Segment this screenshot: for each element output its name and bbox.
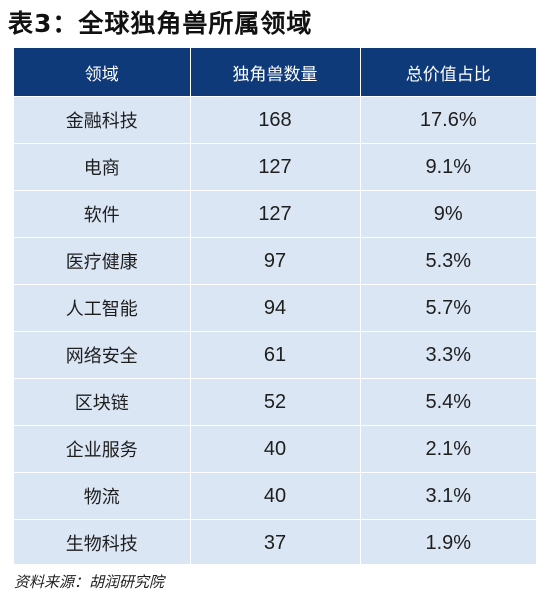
table-row: 物流 40 3.1% bbox=[14, 472, 536, 520]
cell-share: 5.4% bbox=[359, 378, 536, 426]
cell-count: 97 bbox=[189, 237, 360, 285]
cell-field: 金融科技 bbox=[14, 96, 190, 144]
table-row: 软件 127 9% bbox=[14, 190, 536, 238]
cell-share: 9.1% bbox=[359, 143, 536, 191]
cell-count: 168 bbox=[189, 96, 360, 144]
cell-field: 企业服务 bbox=[14, 425, 190, 473]
table-row: 电商 127 9.1% bbox=[14, 143, 536, 191]
cell-field: 医疗健康 bbox=[14, 237, 190, 285]
cell-share: 2.1% bbox=[359, 425, 536, 473]
cell-count: 52 bbox=[189, 378, 360, 426]
cell-field: 区块链 bbox=[14, 378, 190, 426]
cell-share: 3.3% bbox=[359, 331, 536, 379]
cell-field: 人工智能 bbox=[14, 284, 190, 332]
cell-share: 9% bbox=[359, 190, 536, 238]
cell-share: 3.1% bbox=[359, 472, 536, 520]
header-field: 领域 bbox=[14, 48, 190, 97]
header-share: 总价值占比 bbox=[359, 48, 536, 97]
table-row: 区块链 52 5.4% bbox=[14, 378, 536, 426]
cell-field: 生物科技 bbox=[14, 519, 190, 566]
cell-field: 软件 bbox=[14, 190, 190, 238]
cell-share: 17.6% bbox=[359, 96, 536, 144]
cell-share: 1.9% bbox=[359, 519, 536, 566]
data-table: 领域 独角兽数量 总价值占比 金融科技 168 17.6% 电商 127 9.1… bbox=[14, 48, 536, 566]
cell-share: 5.3% bbox=[359, 237, 536, 285]
table-row: 医疗健康 97 5.3% bbox=[14, 237, 536, 285]
source-note: 资料来源：胡润研究院 bbox=[14, 573, 165, 591]
table-title: 表3：全球独角兽所属领域 bbox=[8, 9, 313, 38]
cell-count: 61 bbox=[189, 331, 360, 379]
cell-count: 37 bbox=[189, 519, 360, 566]
table-row: 金融科技 168 17.6% bbox=[14, 96, 536, 144]
unicorn-table: 领域 独角兽数量 总价值占比 金融科技 168 17.6% 电商 127 9.1… bbox=[14, 48, 536, 566]
cell-field: 物流 bbox=[14, 472, 190, 520]
header-count: 独角兽数量 bbox=[189, 48, 360, 97]
table-row: 人工智能 94 5.7% bbox=[14, 284, 536, 332]
header-row: 领域 独角兽数量 总价值占比 bbox=[14, 48, 536, 97]
cell-share: 5.7% bbox=[359, 284, 536, 332]
cell-field: 网络安全 bbox=[14, 331, 190, 379]
cell-count: 127 bbox=[189, 143, 360, 191]
cell-field: 电商 bbox=[14, 143, 190, 191]
cell-count: 94 bbox=[189, 284, 360, 332]
table-row: 企业服务 40 2.1% bbox=[14, 425, 536, 473]
cell-count: 40 bbox=[189, 472, 360, 520]
table-row: 生物科技 37 1.9% bbox=[14, 519, 536, 566]
table-row: 网络安全 61 3.3% bbox=[14, 331, 536, 379]
cell-count: 40 bbox=[189, 425, 360, 473]
cell-count: 127 bbox=[189, 190, 360, 238]
